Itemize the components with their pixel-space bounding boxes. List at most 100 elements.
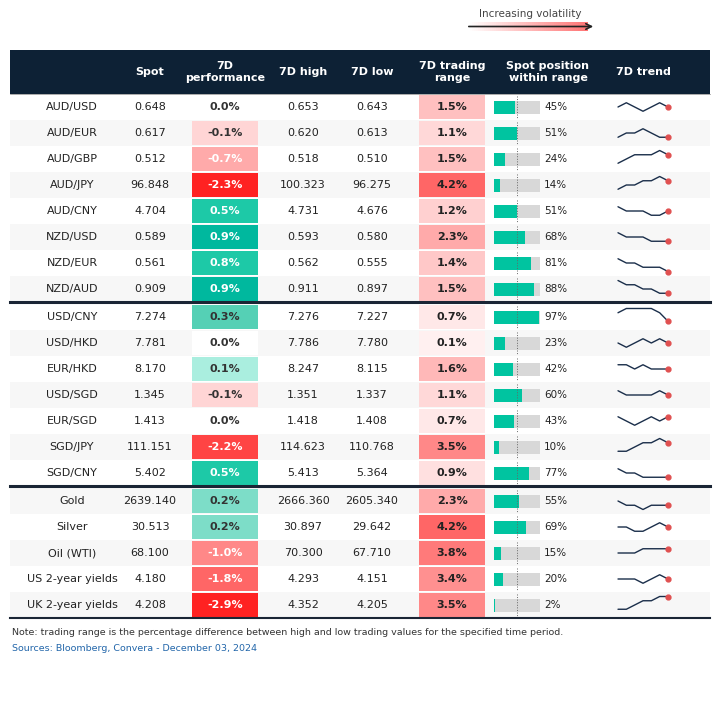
Text: 4.352: 4.352 — [287, 600, 319, 610]
Bar — [419, 95, 485, 119]
Bar — [419, 305, 485, 329]
Text: 0.7%: 0.7% — [436, 416, 467, 426]
Text: 7.781: 7.781 — [134, 338, 166, 348]
Text: 29.642: 29.642 — [352, 522, 392, 532]
Bar — [10, 120, 710, 146]
Bar — [516, 22, 518, 31]
Bar — [522, 22, 524, 31]
Text: 1.4%: 1.4% — [436, 258, 467, 268]
Text: 4.205: 4.205 — [356, 600, 388, 610]
Bar — [10, 250, 710, 276]
Text: 68%: 68% — [544, 232, 567, 242]
Bar — [192, 95, 258, 119]
Text: 4.2%: 4.2% — [436, 522, 467, 532]
Bar — [419, 541, 485, 565]
Bar — [576, 22, 578, 31]
Bar — [192, 251, 258, 275]
Bar — [10, 592, 710, 618]
Text: 0.518: 0.518 — [287, 154, 319, 164]
Text: NZD/AUD: NZD/AUD — [46, 284, 98, 294]
Text: 0.510: 0.510 — [356, 154, 388, 164]
Bar — [578, 22, 580, 31]
Bar — [10, 330, 710, 356]
Bar — [192, 461, 258, 485]
Bar — [564, 22, 567, 31]
Bar — [494, 100, 515, 114]
Text: 110.768: 110.768 — [349, 442, 395, 452]
Text: 5.364: 5.364 — [356, 468, 388, 478]
Text: 0.580: 0.580 — [356, 232, 388, 242]
Bar — [512, 22, 514, 31]
Bar — [484, 22, 486, 31]
Text: 0.9%: 0.9% — [210, 284, 240, 294]
Text: -1.0%: -1.0% — [207, 548, 243, 558]
Bar — [494, 231, 526, 243]
Text: 4.704: 4.704 — [134, 206, 166, 216]
Bar — [419, 357, 485, 381]
Text: AUD/USD: AUD/USD — [46, 102, 98, 112]
Bar — [476, 22, 478, 31]
Bar — [494, 572, 503, 585]
Bar — [474, 22, 477, 31]
Bar — [192, 541, 258, 565]
Bar — [534, 22, 536, 31]
Text: 0.0%: 0.0% — [210, 416, 240, 426]
Text: 0.643: 0.643 — [356, 102, 388, 112]
Bar — [419, 515, 485, 539]
Bar — [419, 173, 485, 197]
Text: 4.151: 4.151 — [356, 574, 388, 584]
Bar — [494, 363, 540, 376]
Bar — [492, 22, 495, 31]
Text: 51%: 51% — [544, 206, 567, 216]
Text: 7D trend: 7D trend — [616, 67, 670, 77]
Text: -2.9%: -2.9% — [207, 600, 243, 610]
Text: 0.897: 0.897 — [356, 284, 388, 294]
Bar — [419, 435, 485, 459]
Text: 55%: 55% — [544, 496, 567, 506]
Bar — [572, 22, 575, 31]
Text: 3.4%: 3.4% — [436, 574, 467, 584]
Text: 1.1%: 1.1% — [436, 390, 467, 400]
Bar — [524, 22, 526, 31]
Bar — [494, 494, 540, 507]
Text: 1.5%: 1.5% — [436, 284, 467, 294]
Text: 0.2%: 0.2% — [210, 496, 240, 506]
Text: 0.909: 0.909 — [134, 284, 166, 294]
Bar — [478, 22, 480, 31]
Text: 111.151: 111.151 — [127, 442, 173, 452]
Bar — [508, 22, 510, 31]
Text: 7.276: 7.276 — [287, 312, 319, 322]
Text: 1.418: 1.418 — [287, 416, 319, 426]
Text: Sources: Bloomberg, Convera - December 03, 2024: Sources: Bloomberg, Convera - December 0… — [12, 644, 257, 653]
Bar — [494, 547, 501, 560]
Text: Note: trading range is the percentage difference between high and low trading va: Note: trading range is the percentage di… — [12, 628, 563, 637]
Text: AUD/JPY: AUD/JPY — [50, 180, 94, 190]
Text: 0.562: 0.562 — [287, 258, 319, 268]
Bar — [10, 224, 710, 250]
Text: 4.293: 4.293 — [287, 574, 319, 584]
Bar — [494, 256, 531, 269]
Text: 81%: 81% — [544, 258, 567, 268]
Bar — [498, 22, 500, 31]
Bar — [192, 383, 258, 407]
Text: 4.208: 4.208 — [134, 600, 166, 610]
Bar — [192, 357, 258, 381]
Bar — [10, 382, 710, 408]
Text: 68.100: 68.100 — [130, 548, 169, 558]
Text: 0.648: 0.648 — [134, 102, 166, 112]
Bar — [490, 22, 492, 31]
Bar — [556, 22, 558, 31]
Bar — [494, 178, 500, 191]
Text: 0.5%: 0.5% — [210, 206, 240, 216]
Text: NZD/EUR: NZD/EUR — [46, 258, 98, 268]
Text: Spot position
within range: Spot position within range — [506, 61, 590, 83]
Bar — [566, 22, 568, 31]
Text: 0.555: 0.555 — [356, 258, 388, 268]
Text: 8.247: 8.247 — [287, 364, 319, 374]
Bar — [494, 547, 540, 560]
Bar — [494, 205, 518, 218]
Bar — [570, 22, 572, 31]
Text: NZD/USD: NZD/USD — [46, 232, 98, 242]
Text: 42%: 42% — [544, 364, 567, 374]
Bar — [10, 198, 710, 224]
